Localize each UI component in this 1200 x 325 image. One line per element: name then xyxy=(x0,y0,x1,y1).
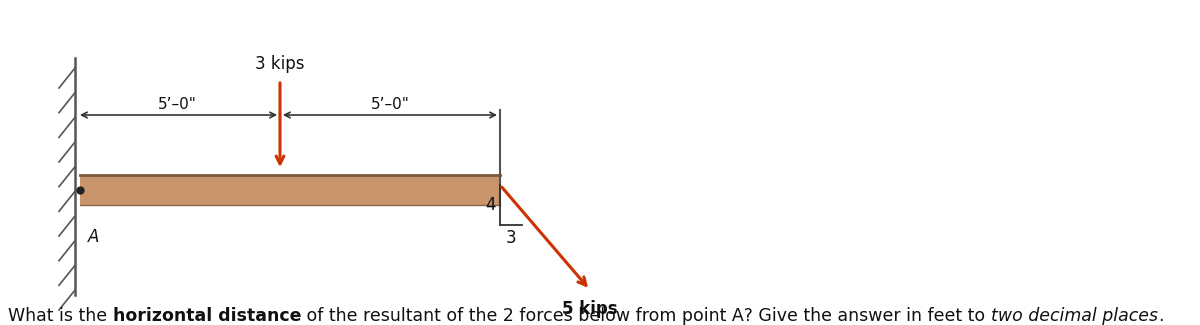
Text: of the resultant of the 2 forces below from point A? Give the answer in feet to: of the resultant of the 2 forces below f… xyxy=(301,307,991,325)
Text: 5’–0": 5’–0" xyxy=(158,97,197,112)
Bar xyxy=(80,175,500,205)
Text: A: A xyxy=(88,228,100,246)
Text: 5 kips: 5 kips xyxy=(562,300,618,318)
Text: 3: 3 xyxy=(505,229,516,247)
Text: .: . xyxy=(1158,307,1163,325)
Text: 3 kips: 3 kips xyxy=(256,55,305,73)
Text: two decimal places: two decimal places xyxy=(991,307,1158,325)
Text: What is the: What is the xyxy=(8,307,113,325)
Text: 4: 4 xyxy=(486,196,496,214)
Text: 5’–0": 5’–0" xyxy=(371,97,409,112)
Text: horizontal distance: horizontal distance xyxy=(113,307,301,325)
